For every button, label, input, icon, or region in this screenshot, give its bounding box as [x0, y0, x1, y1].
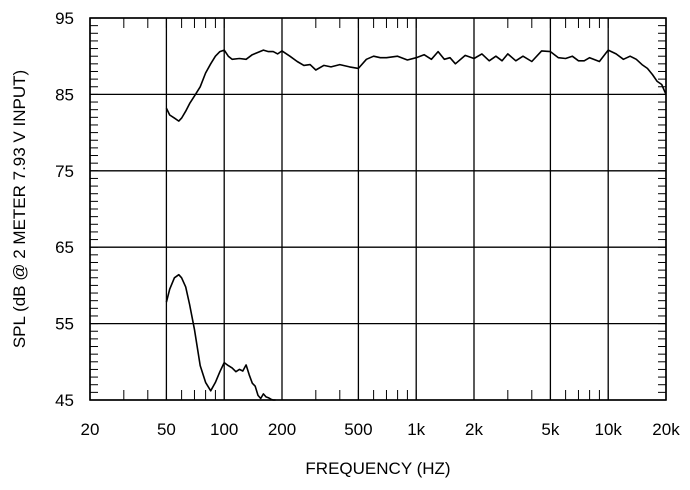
series-layer	[165, 49, 667, 401]
y-tick-label-65: 65	[55, 238, 74, 257]
x-tick-label-2k: 2k	[465, 420, 483, 439]
plot-frame	[89, 17, 667, 401]
x-tick-label-500: 500	[344, 420, 372, 439]
x-tick-label-10k: 10k	[594, 420, 622, 439]
y-axis-title: SPL (dB @ 2 METER 7.93 V INPUT)	[10, 70, 29, 348]
series-line-2	[165, 273, 276, 401]
tick-label-layer: 20 50 100 200 500 1k 2k 5k 10k 20k 95 85 75 65 55 45	[55, 9, 680, 439]
x-tick-label-20k: 20k	[652, 420, 680, 439]
x-tick-label-100: 100	[210, 420, 238, 439]
x-tick-label-200: 200	[268, 420, 296, 439]
x-tick-label-20: 20	[81, 420, 100, 439]
x-tick-label-50: 50	[157, 420, 176, 439]
x-tick-label-5k: 5k	[541, 420, 559, 439]
x-axis-title: FREQUENCY (HZ)	[305, 459, 450, 478]
y-tick-label-85: 85	[55, 85, 74, 104]
y-tick-label-95: 95	[55, 9, 74, 28]
y-tick-label-75: 75	[55, 162, 74, 181]
x-tick-label-1k: 1k	[407, 420, 425, 439]
y-tick-label-55: 55	[55, 315, 74, 334]
grid-layer	[89, 17, 667, 401]
y-tick-label-45: 45	[55, 391, 74, 410]
series-line-1	[165, 49, 667, 122]
